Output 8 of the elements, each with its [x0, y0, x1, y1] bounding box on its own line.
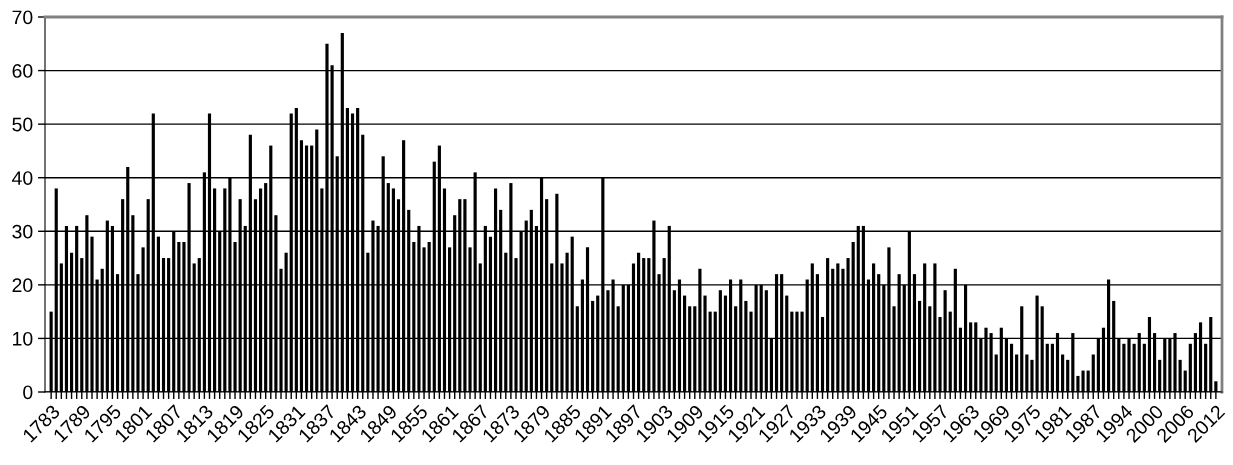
y-tick-label: 20 [12, 278, 33, 293]
y-tick-label: 70 [12, 10, 33, 25]
y-tick-label: 0 [23, 385, 33, 400]
y-tick-label: 60 [12, 64, 33, 78]
y-tick-label: 30 [12, 224, 33, 239]
y-tick-label: 40 [12, 171, 33, 185]
y-tick-label: 10 [13, 331, 33, 346]
y-tick-label: 50 [12, 117, 33, 132]
